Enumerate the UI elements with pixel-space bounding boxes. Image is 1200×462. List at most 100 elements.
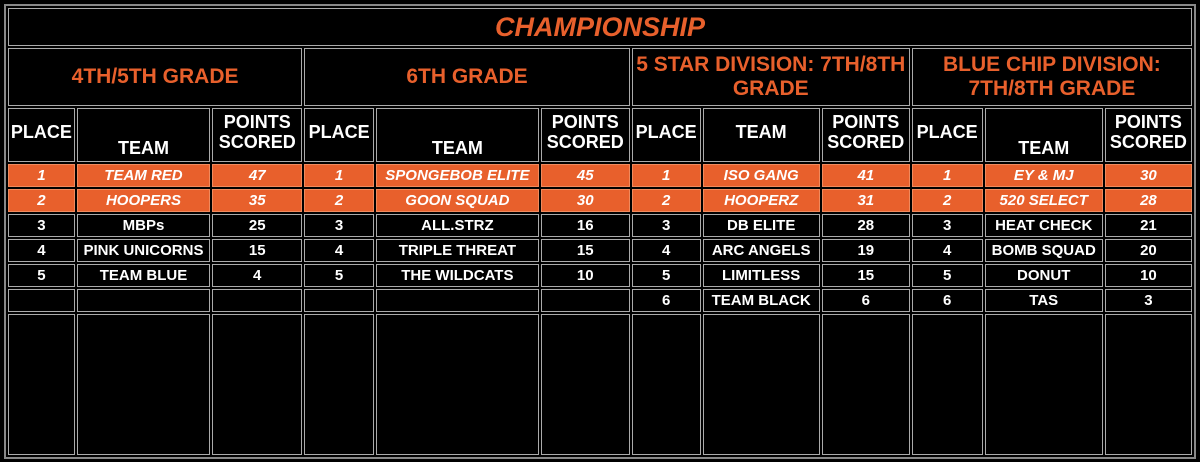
points-header-line1: POINTS bbox=[551, 112, 619, 132]
place-cell: 1 bbox=[304, 164, 374, 187]
team-cell bbox=[76, 289, 211, 312]
points-cell: 15 bbox=[212, 239, 303, 262]
place-cell: 4 bbox=[8, 239, 75, 262]
points-header-line1: POINTS bbox=[832, 112, 900, 132]
place-cell: 1 bbox=[631, 164, 701, 187]
points-cell: 10 bbox=[540, 264, 630, 287]
team-cell: TEAM BLUE bbox=[76, 264, 211, 287]
points-header-line2: SCORED bbox=[1109, 132, 1187, 152]
place-cell: 2 bbox=[304, 189, 374, 212]
place-cell: 1 bbox=[911, 164, 983, 187]
points-cell: 16 bbox=[540, 214, 630, 237]
points-cell: 35 bbox=[212, 189, 303, 212]
points-cell: 30 bbox=[1104, 164, 1192, 187]
points-header: POINTS SCORED bbox=[821, 108, 910, 162]
place-cell: 2 bbox=[631, 189, 701, 212]
place-header: PLACE bbox=[911, 108, 983, 162]
points-header-line2: SCORED bbox=[827, 132, 905, 152]
place-cell: 2 bbox=[8, 189, 75, 212]
place-header: PLACE bbox=[631, 108, 701, 162]
place-cell: 3 bbox=[911, 214, 983, 237]
empty-cell bbox=[821, 314, 910, 455]
division-title: 4TH/5TH GRADE bbox=[8, 48, 303, 106]
team-cell: 520 SELECT bbox=[984, 189, 1103, 212]
points-header: POINTS SCORED bbox=[1104, 108, 1192, 162]
place-cell: 5 bbox=[304, 264, 374, 287]
place-cell: 5 bbox=[8, 264, 75, 287]
team-cell: LIMITLESS bbox=[702, 264, 820, 287]
team-cell: TEAM RED bbox=[76, 164, 211, 187]
table-row: 5 TEAM BLUE 4 5 THE WILDCATS 10 5 LIMITLESS 15 5 D… bbox=[8, 264, 1192, 287]
points-header: POINTS SCORED bbox=[212, 108, 303, 162]
team-cell: DB ELITE bbox=[702, 214, 820, 237]
place-cell: 6 bbox=[631, 289, 701, 312]
place-header: PLACE bbox=[8, 108, 75, 162]
page-title: CHAMPIONSHIP bbox=[8, 8, 1192, 46]
place-cell: 4 bbox=[631, 239, 701, 262]
team-cell: ARC ANGELS bbox=[702, 239, 820, 262]
points-cell: 28 bbox=[821, 214, 910, 237]
empty-cell bbox=[540, 314, 630, 455]
empty-cell bbox=[76, 314, 211, 455]
points-cell: 30 bbox=[540, 189, 630, 212]
place-cell bbox=[8, 289, 75, 312]
points-header-line1: POINTS bbox=[1114, 112, 1182, 132]
team-cell: HOOPERS bbox=[76, 189, 211, 212]
place-cell: 3 bbox=[8, 214, 75, 237]
team-cell: EY & MJ bbox=[984, 164, 1103, 187]
team-cell: DONUT bbox=[984, 264, 1103, 287]
points-cell: 45 bbox=[540, 164, 630, 187]
team-cell: MBPs bbox=[76, 214, 211, 237]
division-title: BLUE CHIP DIVISION: 7TH/8TH GRADE bbox=[911, 48, 1192, 106]
place-cell: 4 bbox=[911, 239, 983, 262]
points-header-line2: SCORED bbox=[218, 132, 296, 152]
empty-cell bbox=[702, 314, 820, 455]
team-header: TEAM bbox=[76, 108, 211, 162]
points-cell: 31 bbox=[821, 189, 910, 212]
empty-cell bbox=[304, 314, 374, 455]
column-header-row: PLACE TEAM POINTS SCORED PLACE TEAM POINTS SCOR… bbox=[8, 108, 1192, 162]
team-cell: GOON SQUAD bbox=[375, 189, 539, 212]
championship-standings-table: CHAMPIONSHIP 4TH/5TH GRADE 6TH GRADE 5 STA… bbox=[4, 4, 1196, 459]
team-cell: ISO GANG bbox=[702, 164, 820, 187]
team-cell: TAS bbox=[984, 289, 1103, 312]
points-cell: 3 bbox=[1104, 289, 1192, 312]
place-cell: 5 bbox=[631, 264, 701, 287]
points-cell: 6 bbox=[821, 289, 910, 312]
points-cell: 28 bbox=[1104, 189, 1192, 212]
points-cell: 15 bbox=[540, 239, 630, 262]
team-header: TEAM bbox=[702, 108, 820, 162]
empty-cell bbox=[1104, 314, 1192, 455]
points-cell: 19 bbox=[821, 239, 910, 262]
points-cell bbox=[212, 289, 303, 312]
team-cell bbox=[375, 289, 539, 312]
empty-cell bbox=[984, 314, 1103, 455]
place-header: PLACE bbox=[304, 108, 374, 162]
points-header-line1: POINTS bbox=[223, 112, 291, 132]
team-cell: BOMB SQUAD bbox=[984, 239, 1103, 262]
team-cell: PINK UNICORNS bbox=[76, 239, 211, 262]
table-row: 3 MBPs 25 3 ALL.STRZ 16 3 DB ELITE 28 3 HEAT CHECK… bbox=[8, 214, 1192, 237]
empty-cell bbox=[375, 314, 539, 455]
empty-cell bbox=[8, 314, 75, 455]
place-cell: 3 bbox=[631, 214, 701, 237]
team-header: TEAM bbox=[375, 108, 539, 162]
team-cell: THE WILDCATS bbox=[375, 264, 539, 287]
place-cell: 1 bbox=[8, 164, 75, 187]
team-cell: HOOPERZ bbox=[702, 189, 820, 212]
points-header: POINTS SCORED bbox=[540, 108, 630, 162]
empty-cell bbox=[631, 314, 701, 455]
points-cell: 25 bbox=[212, 214, 303, 237]
table-row: 1 TEAM RED 47 1 SPONGEBOB ELITE 45 1 ISO GANG 41… bbox=[8, 164, 1192, 187]
points-cell: 47 bbox=[212, 164, 303, 187]
team-header: TEAM bbox=[984, 108, 1103, 162]
place-cell: 5 bbox=[911, 264, 983, 287]
table-row: 6 TEAM BLACK 6 6 TAS 3 bbox=[8, 289, 1192, 312]
team-cell: SPONGEBOB ELITE bbox=[375, 164, 539, 187]
place-cell bbox=[304, 289, 374, 312]
empty-cell bbox=[212, 314, 303, 455]
team-cell: HEAT CHECK bbox=[984, 214, 1103, 237]
points-cell: 15 bbox=[821, 264, 910, 287]
points-cell: 41 bbox=[821, 164, 910, 187]
division-header-row: 4TH/5TH GRADE 6TH GRADE 5 STAR DIVISION: 7… bbox=[8, 48, 1192, 106]
